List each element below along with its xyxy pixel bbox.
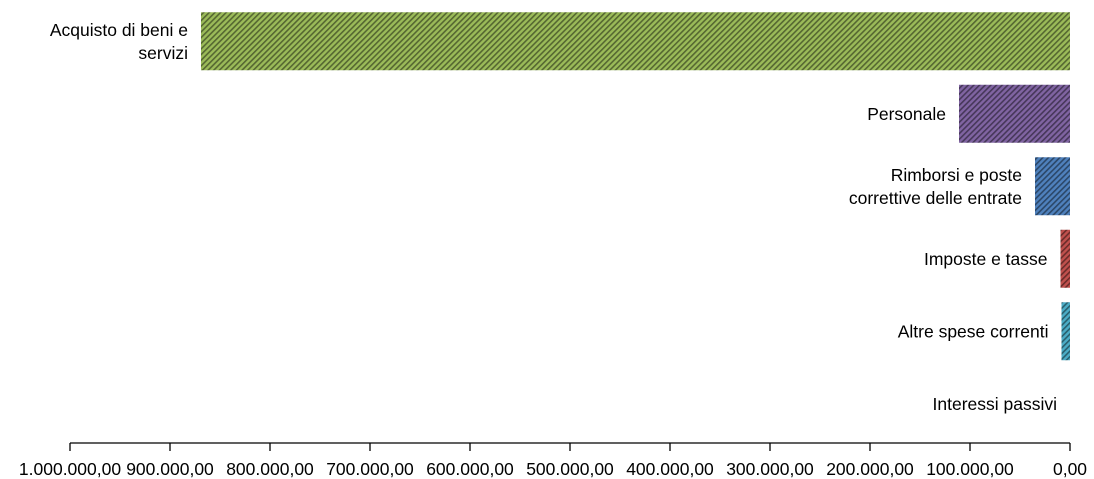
category-label: Rimborsi e poste correttive delle entrate <box>849 165 1022 208</box>
category-label-line: Acquisto di beni e <box>50 20 188 40</box>
bar-0 <box>201 12 1070 71</box>
bar-1 <box>959 84 1070 143</box>
category-label-line: Interessi passivi <box>933 394 1058 414</box>
x-tick-label: 300.000,00 <box>726 459 814 479</box>
x-axis: 1.000.000,00 900.000,00 800.000,00 700.000,… <box>19 442 1087 479</box>
category-label: Imposte e tasse <box>924 249 1048 269</box>
bar-4 <box>1061 302 1070 361</box>
category-label-line: Imposte e tasse <box>924 249 1048 269</box>
category-labels-group: Acquisto di beni e servizi Personale Rimbor… <box>50 20 1057 414</box>
bars-group <box>201 12 1070 361</box>
x-tick-label: 800.000,00 <box>226 459 314 479</box>
x-tick-label: 400.000,00 <box>626 459 714 479</box>
bar-2 <box>1035 157 1070 216</box>
x-tick-label: 900.000,00 <box>126 459 214 479</box>
x-tick-label: 500.000,00 <box>526 459 614 479</box>
category-label-line: Altre spese correnti <box>898 321 1049 341</box>
category-label: Altre spese correnti <box>898 321 1049 341</box>
x-tick-label: 1.000.000,00 <box>19 459 121 479</box>
x-tick-label: 0,00 <box>1053 459 1087 479</box>
category-label-line: servizi <box>138 43 188 63</box>
category-label-line: correttive delle entrate <box>849 188 1022 208</box>
x-tick-label: 100.000,00 <box>926 459 1014 479</box>
category-label: Personale <box>867 104 946 124</box>
category-label: Interessi passivi <box>933 394 1058 414</box>
bar-3 <box>1060 229 1070 288</box>
category-label-line: Personale <box>867 104 946 124</box>
category-label-line: Rimborsi e poste <box>891 165 1022 185</box>
x-tick-label: 600.000,00 <box>426 459 514 479</box>
x-tick-label: 700.000,00 <box>326 459 414 479</box>
x-tick-label: 200.000,00 <box>826 459 914 479</box>
category-label: Acquisto di beni e servizi <box>50 20 188 63</box>
